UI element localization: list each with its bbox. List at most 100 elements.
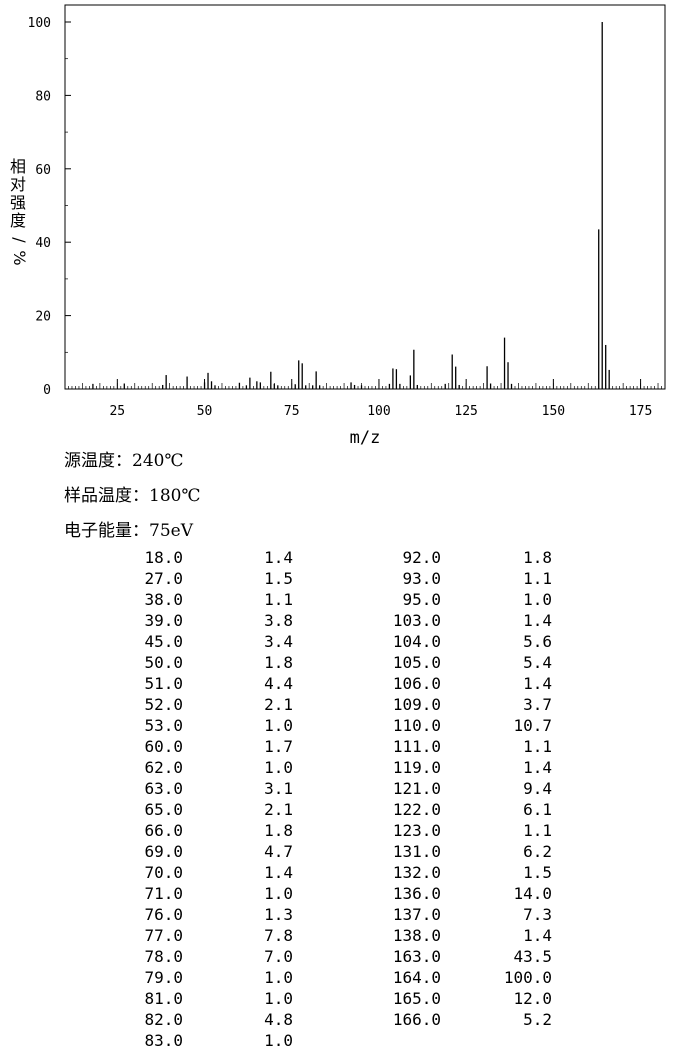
intensity-value: 9.4 xyxy=(523,779,552,798)
y-axis-label-char: 对 xyxy=(10,175,26,194)
table-row: 79.0 1.0 164.0 100.0 xyxy=(0,968,680,989)
intensity-value: 1.4 xyxy=(523,674,552,693)
table-row: 51.0 4.4 106.0 1.4 xyxy=(0,674,680,695)
mz-value: 121.0 xyxy=(392,779,441,798)
mz-value: 39.0 xyxy=(144,611,183,630)
source-temperature: 源温度：240℃ xyxy=(64,451,184,471)
y-axis-ticks: 0 20 40 60 80 100 xyxy=(28,16,71,398)
table-row: 78.0 7.0 163.0 43.5 xyxy=(0,947,680,968)
mz-value: 79.0 xyxy=(144,968,183,987)
plot-frame xyxy=(64,4,666,390)
mz-value: 82.0 xyxy=(144,1010,183,1029)
mz-value: 119.0 xyxy=(392,758,441,777)
intensity-value: 12.0 xyxy=(513,989,552,1008)
intensity-value: 3.7 xyxy=(523,695,552,714)
intensity-value: 1.1 xyxy=(264,590,293,609)
intensity-value: 1.8 xyxy=(523,548,552,567)
intensity-value: 3.4 xyxy=(264,632,293,651)
intensity-value: 4.4 xyxy=(264,674,293,693)
table-row: 66.0 1.8 123.0 1.1 xyxy=(0,821,680,842)
mz-value: 53.0 xyxy=(144,716,183,735)
mz-value: 38.0 xyxy=(144,590,183,609)
intensity-value: 7.0 xyxy=(264,947,293,966)
intensity-value: 1.5 xyxy=(264,569,293,588)
table-row: 70.0 1.4 132.0 1.5 xyxy=(0,863,680,884)
mz-value: 110.0 xyxy=(392,716,441,735)
x-axis-label: m/z xyxy=(350,428,381,448)
table-row: 69.0 4.7 131.0 6.2 xyxy=(0,842,680,863)
intensity-value: 1.8 xyxy=(264,653,293,672)
intensity-value: 1.4 xyxy=(523,926,552,945)
table-row: 82.0 4.8 166.0 5.2 xyxy=(0,1010,680,1031)
table-row: 77.0 7.8 138.0 1.4 xyxy=(0,926,680,947)
mz-value: 122.0 xyxy=(392,800,441,819)
table-row: 52.0 2.1 109.0 3.7 xyxy=(0,695,680,716)
intensity-value: 1.8 xyxy=(264,821,293,840)
table-row: 18.0 1.4 92.0 1.8 xyxy=(0,548,680,569)
table-row: 39.0 3.8 103.0 1.4 xyxy=(0,611,680,632)
mz-value: 95.0 xyxy=(402,590,441,609)
intensity-value: 1.4 xyxy=(264,548,293,567)
x-tick-label: 125 xyxy=(454,404,477,419)
mz-value: 165.0 xyxy=(392,989,441,1008)
mz-value: 60.0 xyxy=(144,737,183,756)
intensity-value: 2.1 xyxy=(264,800,293,819)
mz-value: 109.0 xyxy=(392,695,441,714)
mz-value: 137.0 xyxy=(392,905,441,924)
y-tick-label: 60 xyxy=(35,163,51,178)
y-axis-label-char: 相 xyxy=(10,157,26,176)
mz-value: 63.0 xyxy=(144,779,183,798)
intensity-value: 1.4 xyxy=(264,863,293,882)
mz-value: 52.0 xyxy=(144,695,183,714)
mz-value: 83.0 xyxy=(144,1031,183,1050)
mz-value: 164.0 xyxy=(392,968,441,987)
electron-energy: 电子能量：75eV xyxy=(64,521,193,541)
mz-value: 77.0 xyxy=(144,926,183,945)
y-tick-label: 100 xyxy=(28,16,51,31)
table-row: 83.0 1.0 xyxy=(0,1031,680,1052)
intensity-value: 1.0 xyxy=(523,590,552,609)
mz-value: 69.0 xyxy=(144,842,183,861)
intensity-value: 1.4 xyxy=(523,758,552,777)
x-minor-ticks xyxy=(64,383,666,389)
x-axis-ticks: 25 50 75 100 125 150 175 xyxy=(109,379,652,419)
y-axis-label-char: 度 xyxy=(10,211,26,230)
intensity-value: 1.4 xyxy=(523,611,552,630)
sample-temperature: 样品温度：180℃ xyxy=(64,486,201,506)
table-row: 45.0 3.4 104.0 5.6 xyxy=(0,632,680,653)
intensity-value: 1.3 xyxy=(264,905,293,924)
intensity-value: 1.0 xyxy=(264,968,293,987)
intensity-value: 5.6 xyxy=(523,632,552,651)
intensity-value: 1.0 xyxy=(264,989,293,1008)
y-tick-label: 40 xyxy=(35,236,51,251)
mz-value: 65.0 xyxy=(144,800,183,819)
intensity-value: 6.1 xyxy=(523,800,552,819)
y-axis-label-char: % xyxy=(10,250,29,265)
x-tick-label: 150 xyxy=(542,404,565,419)
spectrum-peaks xyxy=(92,22,610,389)
table-row: 71.0 1.0 136.0 14.0 xyxy=(0,884,680,905)
intensity-value: 43.5 xyxy=(513,947,552,966)
x-tick-label: 25 xyxy=(109,404,125,419)
intensity-value: 5.2 xyxy=(523,1010,552,1029)
mz-value: 50.0 xyxy=(144,653,183,672)
intensity-value: 7.8 xyxy=(264,926,293,945)
x-tick-label: 50 xyxy=(197,404,213,419)
mz-value: 103.0 xyxy=(392,611,441,630)
mz-value: 136.0 xyxy=(392,884,441,903)
intensity-value: 7.3 xyxy=(523,905,552,924)
mz-value: 105.0 xyxy=(392,653,441,672)
intensity-value: 100.0 xyxy=(503,968,552,987)
intensity-value: 1.1 xyxy=(523,821,552,840)
table-row: 76.0 1.3 137.0 7.3 xyxy=(0,905,680,926)
mz-value: 163.0 xyxy=(392,947,441,966)
intensity-value: 4.8 xyxy=(264,1010,293,1029)
mz-value: 123.0 xyxy=(392,821,441,840)
mz-value: 131.0 xyxy=(392,842,441,861)
mz-value: 132.0 xyxy=(392,863,441,882)
intensity-value: 3.1 xyxy=(264,779,293,798)
mz-value: 104.0 xyxy=(392,632,441,651)
intensity-value: 1.1 xyxy=(523,569,552,588)
x-tick-label: 175 xyxy=(629,404,652,419)
intensity-value: 6.2 xyxy=(523,842,552,861)
